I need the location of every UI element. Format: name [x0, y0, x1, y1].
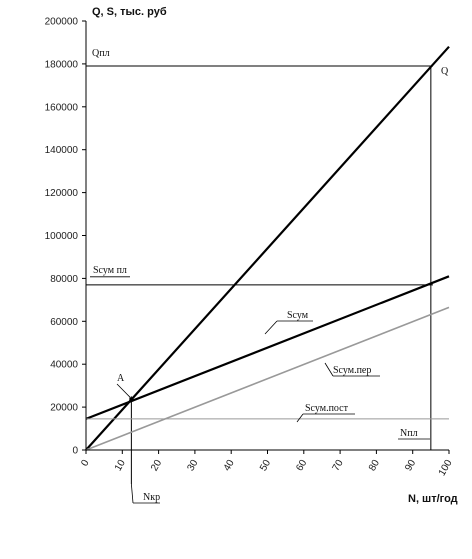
x-axis-title: N, шт/год [408, 493, 458, 505]
n-plan-label: Nпл [400, 428, 418, 439]
y-tick-label: 60000 [50, 317, 78, 328]
labels-layer: Qпл Sсум пл Sсум Sсум.пер Sсум.пост Nпл Nкр А Q [90, 48, 449, 504]
x-tick-label: 10 [113, 458, 128, 474]
s-sum-leader [264, 320, 278, 335]
point-a-leader [116, 383, 131, 398]
series-layer [85, 45, 450, 451]
s-sum-var-label: Sсум.пер [333, 365, 371, 376]
y-tick-label: 200000 [45, 17, 79, 28]
x-tick-label: 60 [294, 458, 309, 474]
y-axis-title: Q, S, тыс. руб [92, 6, 167, 18]
s-sum-plan-label: Sсум пл [93, 265, 127, 276]
series-line-0 [85, 45, 450, 451]
x-tick-label: 40 [222, 458, 237, 474]
break-even-point-marker [129, 397, 134, 402]
x-tick-label: 0 [79, 458, 92, 469]
x-tick-label: 20 [149, 458, 164, 474]
x-tick-label: 50 [258, 458, 273, 474]
series-line-2 [85, 306, 450, 451]
n-critical-leader [130, 483, 134, 504]
y-tick-label: 40000 [50, 360, 78, 371]
y-tick-label: 120000 [45, 188, 79, 199]
y-tick-label: 0 [72, 446, 78, 457]
x-tick-label: 90 [403, 458, 418, 474]
y-tick-label: 100000 [45, 231, 79, 242]
y-tick-label: 180000 [45, 59, 79, 70]
s-sum-var-leader [324, 362, 334, 377]
n-critical-label: Nкр [143, 492, 160, 503]
reference-lines-layer [86, 65, 433, 484]
axes-layer: 0 20000 40000 60000 80000 100000 120000 140000 1… [45, 17, 455, 478]
s-sum-label: Sсум [287, 310, 309, 321]
y-tick-label: 80000 [50, 274, 78, 285]
y-tick-label: 20000 [50, 403, 78, 414]
x-tick-label: 70 [331, 458, 346, 474]
q-plan-label: Qпл [92, 48, 110, 59]
y-tick-label: 140000 [45, 145, 79, 156]
x-tick-label: 30 [185, 458, 200, 474]
q-end-label: Q [441, 66, 449, 77]
x-tick-label: 80 [367, 458, 382, 474]
series-line-1 [85, 275, 450, 420]
x-tick-label: 100 [437, 458, 455, 478]
s-sum-fixed-leader [296, 413, 304, 423]
point-a-label: А [117, 373, 125, 384]
s-sum-fixed-label: Sсум.пост [305, 403, 349, 414]
y-tick-label: 160000 [45, 102, 79, 113]
